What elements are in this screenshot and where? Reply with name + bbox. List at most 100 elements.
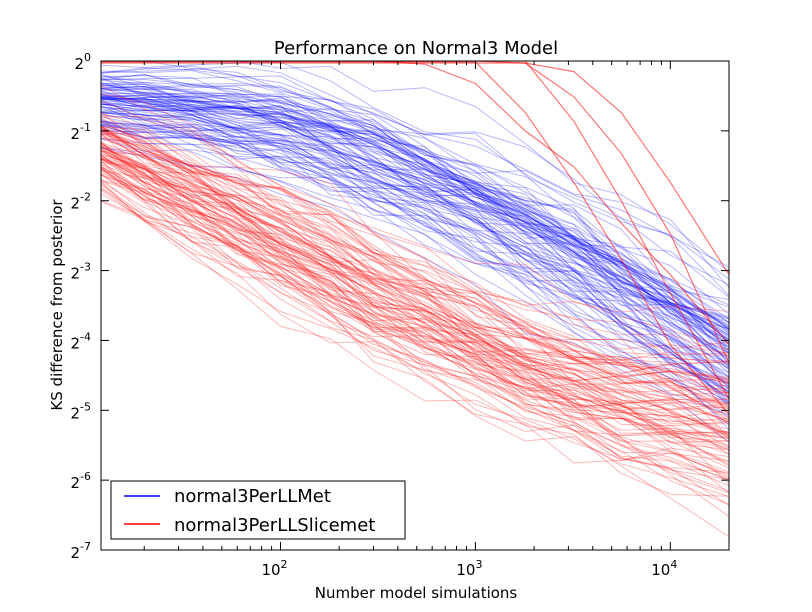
- run-line: [101, 65, 729, 289]
- run-line: [101, 116, 729, 368]
- run-line: [101, 114, 729, 400]
- run-line: [101, 88, 729, 330]
- run-line: [101, 98, 729, 371]
- run-line: [101, 61, 729, 273]
- run-line: [101, 157, 729, 443]
- run-line: [101, 65, 729, 298]
- run-line: [101, 103, 729, 353]
- run-line: [101, 86, 729, 317]
- run-line: [101, 96, 729, 330]
- run-line: [101, 98, 729, 364]
- run-line: [101, 154, 729, 385]
- run-line: [101, 130, 729, 381]
- run-line: [101, 87, 729, 359]
- run-line: [101, 153, 729, 423]
- run-line: [101, 142, 729, 419]
- run-line: [101, 158, 729, 433]
- run-line: [101, 131, 729, 375]
- run-line: [101, 159, 729, 462]
- run-line: [101, 154, 729, 456]
- run-line: [101, 137, 729, 404]
- run-line: [101, 92, 729, 337]
- run-line: [101, 158, 729, 480]
- run-line: [101, 201, 729, 506]
- run-line: [101, 96, 729, 360]
- run-line: [101, 193, 729, 497]
- run-line: [101, 138, 729, 423]
- run-line: [101, 104, 729, 378]
- y-tick-label: 2-4: [70, 330, 91, 352]
- run-line: [101, 81, 729, 342]
- run-line: [101, 112, 729, 388]
- run-line: [101, 166, 729, 437]
- run-line: [101, 125, 729, 357]
- run-line: [101, 76, 729, 324]
- ticks-layer: 102 103 104 20 2-1 2-2 2-3 2-4 2-5 2-6 2-7: [70, 51, 730, 579]
- run-line: [101, 73, 729, 286]
- y-tick-label: 20: [74, 51, 91, 73]
- run-line: [101, 124, 729, 394]
- run-line: [101, 96, 729, 393]
- run-line: [101, 98, 729, 354]
- run-line: [101, 142, 729, 410]
- run-line: [101, 87, 729, 341]
- run-line: [101, 169, 729, 465]
- run-line: [101, 180, 729, 437]
- run-line: [101, 100, 729, 364]
- run-line: [101, 137, 729, 426]
- run-line: [101, 108, 729, 377]
- run-line: [101, 150, 729, 443]
- run-line: [101, 147, 729, 422]
- run-line: [101, 145, 729, 410]
- run-line: [101, 111, 729, 328]
- run-line: [101, 84, 729, 354]
- run-line: [101, 144, 729, 411]
- run-line: [101, 173, 729, 467]
- run-line: [101, 73, 729, 320]
- run-line: [101, 145, 729, 438]
- run-line: [101, 84, 729, 345]
- run-line: [101, 124, 729, 408]
- run-line: [101, 164, 729, 448]
- run-line: [101, 101, 729, 362]
- y-axis-title: KS difference from posterior: [48, 199, 66, 411]
- run-line: [101, 126, 729, 383]
- run-line: [101, 92, 729, 357]
- run-line: [101, 131, 729, 384]
- run-line: [101, 170, 729, 451]
- run-line: [101, 154, 729, 436]
- run-line: [101, 104, 729, 334]
- run-line: [101, 94, 729, 319]
- run-line: [101, 135, 729, 434]
- run-line: [101, 75, 729, 338]
- run-line: [101, 133, 729, 394]
- run-line: [101, 167, 729, 451]
- series-normal3PerLLSlicemet: [101, 61, 729, 538]
- run-line: [101, 132, 729, 419]
- run-line: [101, 102, 729, 343]
- run-line: [101, 127, 729, 379]
- x-tick-label: 104: [651, 558, 677, 579]
- run-line: [101, 129, 729, 392]
- run-line: [101, 94, 729, 354]
- run-line: [101, 67, 729, 296]
- run-line: [101, 61, 729, 268]
- run-line: [101, 109, 729, 383]
- run-line: [101, 129, 729, 394]
- run-line: [101, 92, 729, 348]
- run-line: [101, 85, 729, 330]
- run-line: [101, 120, 729, 418]
- run-line: [101, 156, 729, 405]
- run-line: [101, 115, 729, 350]
- run-line: [101, 147, 729, 430]
- run-line: [101, 149, 729, 451]
- run-line: [101, 137, 729, 415]
- run-line: [101, 167, 729, 473]
- run-line: [101, 93, 729, 313]
- run-line: [101, 147, 729, 393]
- run-line: [101, 70, 729, 330]
- run-line: [101, 188, 729, 442]
- run-line: [101, 99, 729, 362]
- run-line: [101, 142, 729, 399]
- y-tick-label: 2-5: [70, 400, 91, 422]
